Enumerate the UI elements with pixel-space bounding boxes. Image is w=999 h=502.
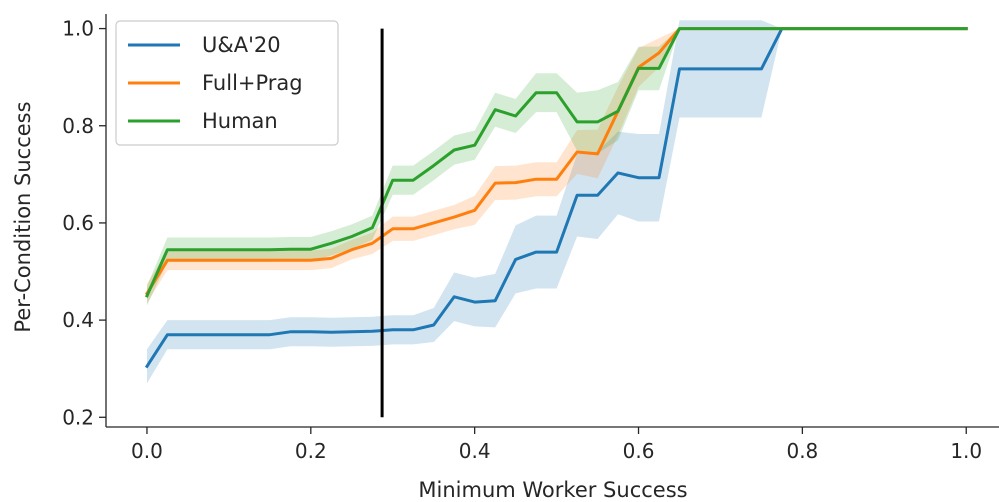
x-tick-label: 0.8	[786, 439, 818, 463]
legend-box	[115, 20, 339, 146]
x-tick-label: 0.2	[295, 439, 327, 463]
band-u-a-20	[147, 20, 967, 384]
y-tick-label: 0.2	[62, 405, 94, 429]
x-tick-label: 0.6	[623, 439, 655, 463]
y-tick-label: 0.6	[62, 211, 94, 235]
band-full-prag	[147, 28, 967, 304]
line-human	[145, 27, 968, 298]
legend: U&A'20 Full+Prag Human	[115, 20, 339, 146]
x-tick-label: 1.0	[950, 439, 982, 463]
legend-label-human: Human	[202, 109, 278, 133]
legend-label-u-a-20: U&A'20	[202, 33, 281, 57]
legend-label-full-prag: Full+Prag	[202, 71, 303, 95]
x-axis: 0.0 0.2 0.4 0.6 0.8 1.0	[106, 426, 999, 463]
y-axis: 0.2 0.4 0.6 0.8 1.0	[62, 14, 107, 429]
y-tick-label: 0.4	[62, 308, 94, 332]
line-u-a-20	[144, 27, 968, 369]
x-tick-label: 0.4	[459, 439, 491, 463]
y-axis-label: Per-Condition Success	[11, 101, 35, 332]
x-axis-label: Minimum Worker Success	[418, 478, 687, 502]
y-tick-label: 0.8	[62, 114, 94, 138]
series-lines	[144, 27, 968, 369]
y-tick-label: 1.0	[62, 17, 94, 41]
x-tick-label: 0.0	[131, 439, 163, 463]
